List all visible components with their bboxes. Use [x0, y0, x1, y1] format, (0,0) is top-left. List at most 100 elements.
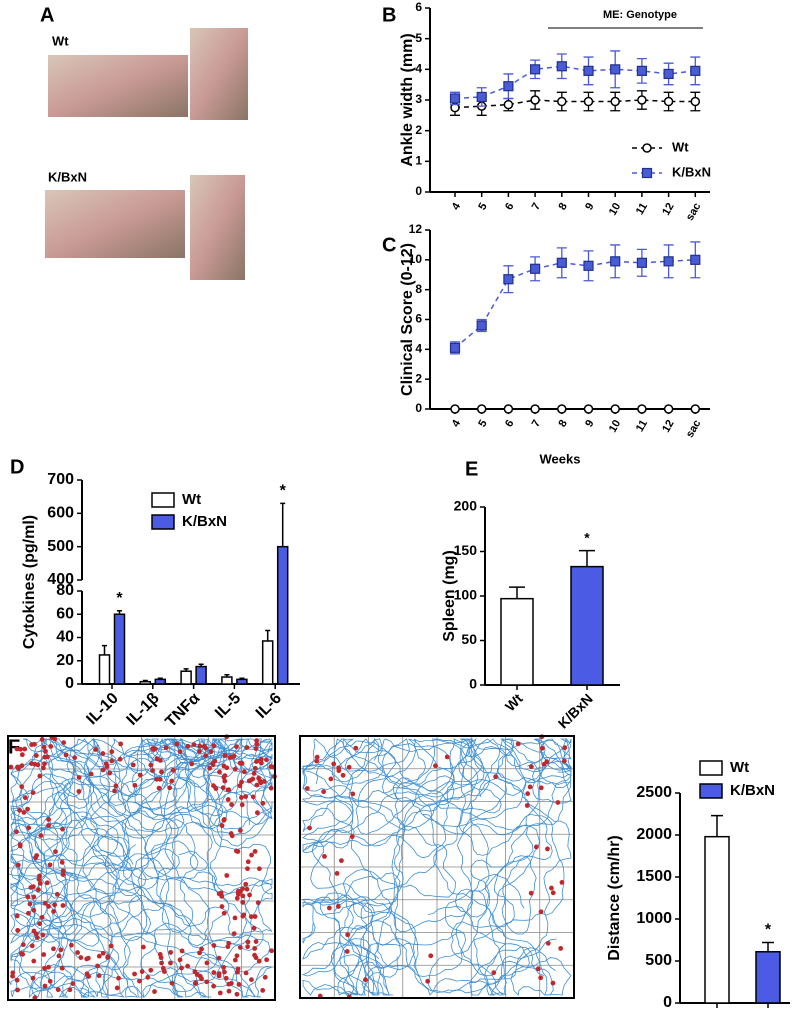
rest-point	[39, 914, 45, 920]
x-tick-label: K/BxN	[555, 690, 596, 731]
rest-point	[244, 886, 250, 892]
y-tick-label: 80	[56, 582, 74, 599]
rest-point	[252, 849, 258, 854]
marker	[530, 95, 540, 105]
x-tick-label: 6	[503, 201, 516, 212]
bar	[139, 680, 152, 685]
x-tick-label: 11	[634, 418, 650, 434]
significance: *	[116, 590, 123, 607]
rest-point	[225, 787, 231, 793]
rest-point	[239, 795, 244, 800]
rest-point	[254, 782, 260, 788]
panel-letter: B	[382, 4, 396, 26]
y-axis-label: Spleen (mg)	[441, 550, 458, 642]
track-path	[10, 738, 273, 949]
marker	[637, 404, 647, 414]
x-tick-label: IL-6	[253, 690, 285, 722]
rest-point	[535, 966, 541, 972]
rest-point	[491, 970, 497, 976]
rest-point	[54, 891, 60, 897]
marker	[610, 256, 621, 267]
rest-point	[169, 778, 175, 784]
y-tick-label: 1000	[636, 910, 672, 927]
legend-label: Wt	[182, 491, 201, 508]
marker	[503, 81, 514, 92]
x-tick-label: 5	[476, 418, 489, 429]
y-tick-label: 0	[415, 401, 422, 415]
marker	[529, 263, 541, 274]
rest-point	[105, 955, 111, 960]
rest-point	[51, 909, 56, 914]
rest-point	[47, 978, 53, 984]
rest-point	[250, 794, 256, 800]
rest-point	[363, 977, 368, 983]
rest-point	[100, 751, 106, 756]
rest-point	[237, 783, 243, 789]
rest-point	[549, 885, 554, 891]
rest-point	[562, 745, 568, 751]
rest-point	[211, 943, 217, 948]
rest-point	[40, 932, 46, 938]
error-bar	[265, 629, 271, 641]
rest-point	[240, 899, 246, 905]
rest-point	[177, 957, 183, 963]
marker	[690, 254, 701, 265]
marker	[610, 96, 620, 107]
rest-point	[37, 921, 43, 927]
rest-point	[154, 756, 160, 762]
rest-point	[307, 825, 312, 831]
rest-point	[243, 970, 249, 976]
rest-point	[268, 785, 274, 791]
rest-point	[258, 780, 264, 786]
photo	[48, 55, 188, 117]
track-path	[66, 738, 273, 998]
rest-point	[59, 859, 65, 865]
marker	[663, 68, 674, 80]
legend-label: K/BxN	[672, 164, 711, 179]
marker	[690, 65, 701, 76]
rest-point	[237, 760, 243, 766]
rest-point	[227, 755, 233, 760]
rest-point	[228, 831, 234, 836]
rest-point	[541, 761, 547, 767]
rest-point	[211, 743, 217, 749]
x-tick-label: Wt	[502, 690, 526, 714]
x-tick-label: IL-10	[83, 690, 122, 729]
rest-point	[152, 989, 157, 994]
rest-point	[525, 791, 531, 797]
rest-point	[21, 810, 27, 815]
rest-point	[63, 752, 69, 758]
rest-point	[118, 741, 124, 747]
x-tick-label: 4	[450, 417, 464, 429]
rest-point	[174, 741, 180, 747]
marker	[556, 61, 567, 72]
rest-point	[515, 741, 521, 747]
y-tick-label: 60	[56, 605, 74, 622]
rest-point	[340, 772, 346, 778]
rest-point	[177, 749, 183, 755]
bar	[221, 676, 233, 685]
rest-point	[139, 969, 145, 974]
x-tick-label: 9	[583, 418, 596, 429]
marker	[503, 274, 514, 285]
rest-point	[137, 772, 143, 778]
rest-point	[70, 981, 76, 986]
rest-point	[22, 795, 28, 801]
marker	[610, 64, 621, 75]
x-tick-label: 10	[607, 201, 624, 218]
rest-point	[314, 754, 320, 760]
track-path	[302, 737, 553, 996]
x-tick-label: IL-1β	[124, 690, 163, 729]
rest-point	[150, 746, 156, 751]
rest-point	[254, 758, 260, 764]
marker	[690, 404, 701, 414]
track-path	[7, 738, 273, 928]
rest-point	[170, 767, 176, 773]
rest-point	[558, 945, 564, 951]
rest-point	[75, 950, 80, 955]
rest-point	[22, 746, 28, 752]
rest-point	[538, 909, 544, 915]
marker	[476, 320, 487, 331]
rest-point	[322, 853, 327, 859]
x-tick-label: 8	[556, 418, 569, 429]
